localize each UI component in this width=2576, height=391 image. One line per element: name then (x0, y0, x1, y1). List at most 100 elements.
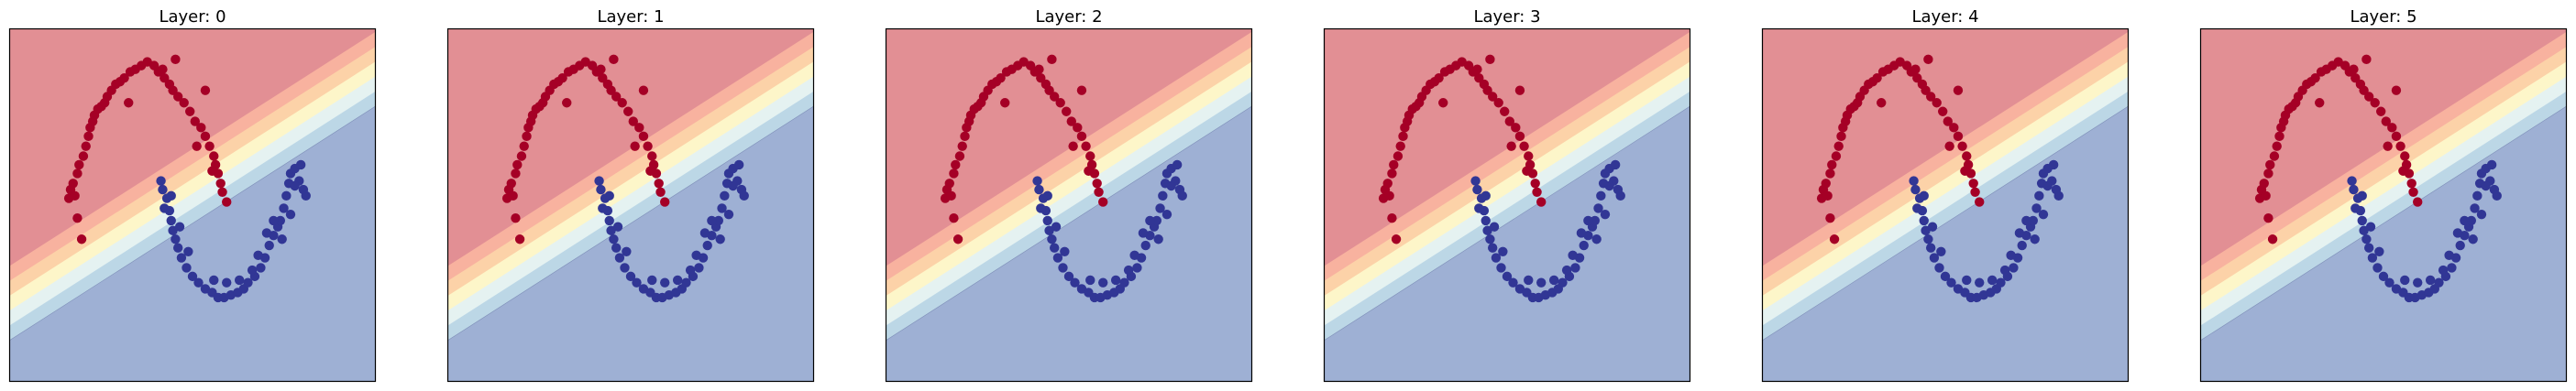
point-class-0 (617, 98, 627, 108)
point-class-1 (253, 250, 263, 261)
point-class-1 (1472, 184, 1482, 195)
point-class-0 (1076, 131, 1087, 142)
point-class-0 (946, 190, 956, 201)
point-class-1 (647, 275, 657, 286)
point-class-0 (957, 141, 967, 151)
point-class-1 (193, 277, 204, 288)
point-class-1 (174, 222, 185, 232)
point-class-0 (1384, 190, 1394, 201)
point-class-0 (1949, 123, 1959, 133)
point-class-0 (1073, 123, 1083, 133)
point-class-0 (1514, 131, 1525, 142)
decision-regions (886, 28, 1252, 382)
point-class-1 (2363, 243, 2374, 253)
point-class-0 (171, 54, 181, 65)
point-class-1 (1912, 203, 1922, 213)
point-class-0 (72, 168, 83, 179)
point-class-1 (2350, 203, 2361, 213)
decision-regions (1762, 28, 2129, 382)
point-class-1 (2017, 240, 2027, 251)
point-class-1 (1910, 184, 1921, 195)
point-class-0 (2363, 92, 2374, 102)
point-class-1 (1063, 271, 1074, 282)
contour-line (447, 105, 814, 342)
point-class-1 (1132, 263, 1142, 273)
axes-frame (8, 27, 377, 383)
point-class-0 (1487, 92, 1498, 102)
point-class-1 (1042, 215, 1052, 226)
point-class-1 (728, 180, 738, 191)
axes-frame (1761, 27, 2130, 383)
point-class-1 (301, 190, 311, 201)
point-class-1 (1166, 180, 1176, 191)
point-class-0 (996, 72, 1006, 83)
point-class-0 (1925, 92, 1936, 102)
point-class-1 (2365, 222, 2376, 232)
point-class-1 (1145, 215, 1155, 226)
point-class-0 (1943, 116, 1953, 126)
point-class-1 (1923, 234, 1933, 244)
point-class-1 (1110, 275, 1121, 286)
point-class-0 (209, 151, 219, 161)
point-class-1 (1604, 180, 1614, 191)
subplot-4: Layer: 4 (1761, 7, 2130, 383)
point-class-0 (2265, 159, 2275, 170)
point-class-1 (2444, 250, 2454, 261)
point-class-0 (1953, 85, 1964, 95)
point-class-1 (1489, 222, 1500, 232)
point-class-1 (256, 263, 266, 273)
point-class-1 (2400, 275, 2410, 286)
point-class-0 (192, 141, 202, 151)
point-class-1 (2042, 180, 2053, 191)
point-class-0 (514, 234, 525, 244)
point-class-0 (1081, 141, 1091, 151)
point-class-0 (1393, 151, 1404, 161)
point-class-0 (512, 159, 523, 170)
point-class-1 (2434, 277, 2444, 288)
point-class-0 (222, 197, 232, 207)
point-class-0 (630, 141, 640, 151)
point-class-1 (209, 275, 219, 286)
point-class-1 (2031, 203, 2042, 213)
point-class-1 (2374, 246, 2384, 256)
point-class-1 (2006, 250, 2016, 261)
point-class-0 (508, 190, 518, 201)
point-class-1 (2492, 190, 2502, 201)
point-class-1 (2486, 159, 2497, 170)
point-class-1 (2030, 234, 2040, 244)
subplot-2: Layer: 2 (885, 7, 1253, 383)
point-class-1 (632, 277, 642, 288)
point-class-0 (660, 197, 670, 207)
point-class-1 (1496, 263, 1506, 273)
point-class-1 (1999, 265, 2010, 276)
point-class-0 (2398, 166, 2408, 176)
point-class-1 (222, 277, 232, 288)
point-class-1 (2048, 159, 2059, 170)
point-class-0 (1085, 151, 1095, 161)
point-class-0 (2381, 116, 2391, 126)
scatter-points (2254, 54, 2502, 303)
point-class-1 (622, 246, 632, 256)
point-class-0 (1970, 187, 1980, 197)
point-class-1 (2455, 240, 2465, 251)
point-class-0 (2391, 131, 2402, 142)
point-class-0 (1506, 141, 1516, 151)
point-class-0 (647, 151, 657, 161)
point-class-1 (2053, 190, 2064, 201)
point-class-1 (1491, 253, 1502, 263)
point-class-1 (1590, 215, 1601, 226)
point-class-1 (290, 180, 300, 191)
point-class-0 (124, 98, 134, 108)
point-class-1 (609, 234, 619, 244)
point-class-1 (2476, 209, 2487, 220)
point-class-1 (1177, 190, 1187, 201)
point-class-0 (638, 85, 649, 95)
point-class-1 (182, 263, 192, 273)
point-class-1 (158, 184, 168, 195)
point-class-0 (2267, 234, 2278, 244)
subplot-0: Layer: 0 (8, 7, 377, 383)
point-class-1 (2038, 209, 2049, 220)
point-class-0 (949, 168, 959, 179)
point-class-0 (2315, 98, 2325, 108)
point-class-0 (119, 72, 129, 83)
